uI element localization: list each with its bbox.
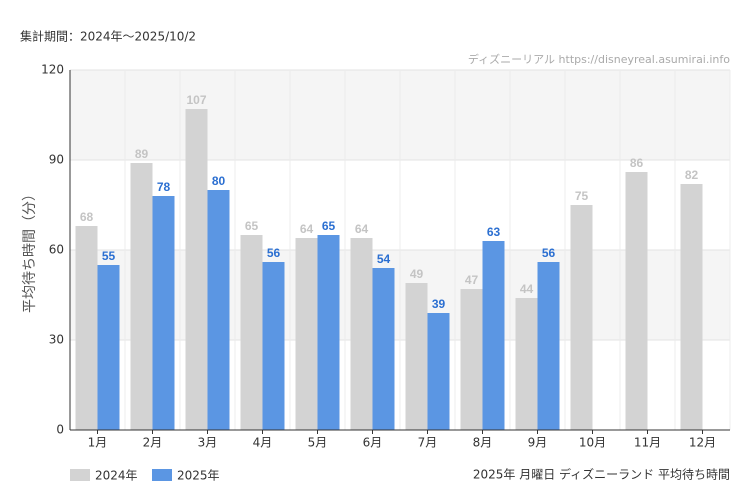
value-label: 64 [355,222,369,236]
x-tick-label: 11月 [634,436,661,450]
y-tick-label: 60 [49,243,64,257]
bar [207,190,230,430]
value-label: 86 [630,156,644,170]
y-tick-label: 90 [49,153,64,167]
y-tick-label: 0 [56,423,64,437]
value-label: 44 [520,282,534,296]
bar [570,205,593,430]
x-tick-label: 10月 [579,436,606,450]
value-label: 107 [186,93,206,107]
x-tick-label: 8月 [473,436,493,450]
bar [427,313,450,430]
x-tick-label: 3月 [198,436,218,450]
bar [350,238,373,430]
value-label: 63 [487,225,501,239]
bar [295,238,318,430]
value-label: 68 [80,210,94,224]
value-label: 75 [575,189,589,203]
watermark: ディズニーリアル https://disneyreal.asumirai.inf… [468,52,730,66]
value-label: 49 [410,267,424,281]
bar [537,262,560,430]
bar [460,289,483,430]
value-label: 54 [377,252,391,266]
bar [97,265,120,430]
y-tick-label: 120 [41,63,64,77]
bar [482,241,505,430]
bar [262,262,285,430]
subtitle: 集計期間：2024年～2025/10/2 [20,29,196,44]
x-tick-label: 4月 [253,436,273,450]
x-tick-label: 9月 [528,436,548,450]
bar [130,163,153,430]
value-label: 82 [685,168,699,182]
bar [625,172,648,430]
bar [240,235,263,430]
y-axis-label: 平均待ち時間（分） [22,187,38,313]
value-label: 78 [157,180,171,194]
value-label: 47 [465,273,479,287]
value-label: 56 [542,246,556,260]
legend-swatch [70,469,90,481]
bar [317,235,340,430]
value-label: 80 [212,174,226,188]
legend-label: 2024年 [95,469,138,483]
x-tick-label: 6月 [363,436,383,450]
bar [405,283,428,430]
x-tick-label: 12月 [689,436,716,450]
bar [185,109,208,430]
bar [372,268,395,430]
value-label: 56 [267,246,281,260]
value-label: 64 [300,222,314,236]
legend-label: 2025年 [177,469,220,483]
x-tick-label: 5月 [308,436,328,450]
caption: 2025年 月曜日 ディズニーランド 平均待ち時間 [473,467,730,482]
bar [680,184,703,430]
x-tick-label: 7月 [418,436,438,450]
value-label: 55 [102,249,116,263]
value-label: 89 [135,147,149,161]
value-label: 65 [245,219,259,233]
legend-swatch [152,469,172,481]
x-tick-label: 1月 [88,436,108,450]
value-label: 65 [322,219,336,233]
y-tick-label: 30 [49,333,64,347]
bar [152,196,175,430]
x-tick-label: 2月 [143,436,163,450]
bar [75,226,98,430]
value-label: 39 [432,297,446,311]
bar [515,298,538,430]
